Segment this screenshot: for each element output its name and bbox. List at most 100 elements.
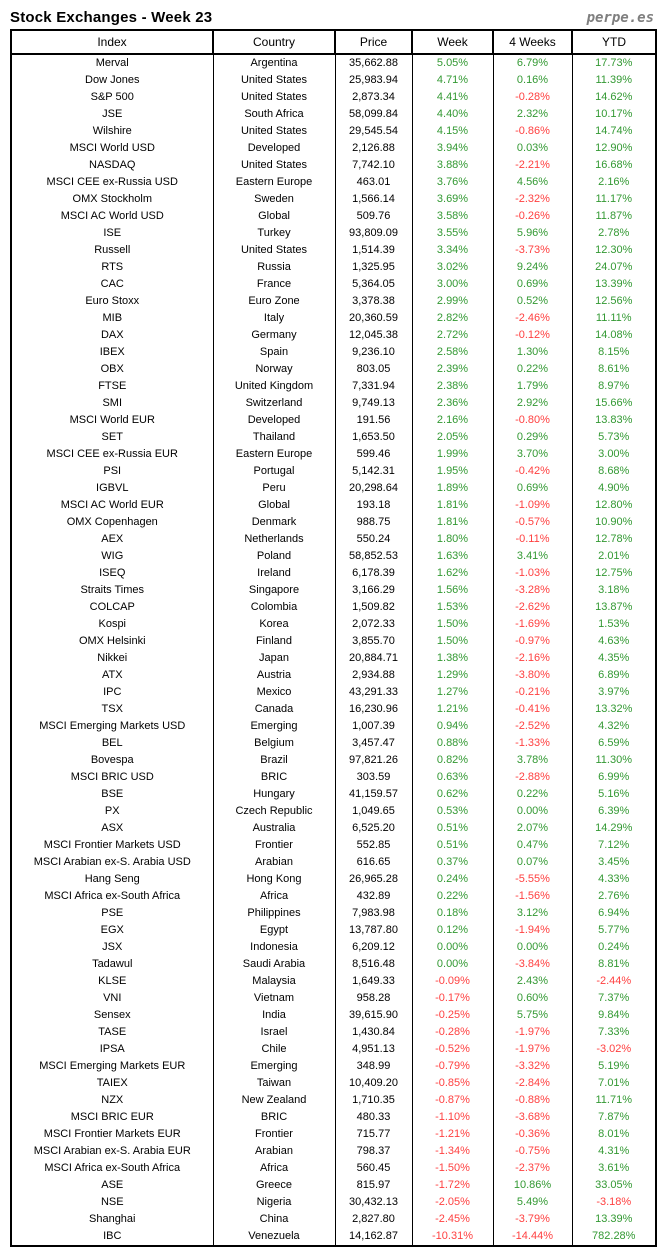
country-cell: Philippines	[212, 905, 336, 922]
four-weeks-cell: 0.03%	[492, 140, 573, 157]
country-cell: Ireland	[212, 565, 336, 582]
four-weeks-cell: 0.22%	[492, 361, 573, 378]
four-weeks-cell: 0.52%	[492, 293, 573, 310]
four-weeks-cell: -1.09%	[492, 497, 573, 514]
country-cell: Developed	[212, 140, 336, 157]
ytd-cell: 12.75%	[571, 565, 657, 582]
price-cell: 8,516.48	[334, 956, 413, 973]
week-cell: 3.58%	[411, 208, 494, 225]
country-cell: Frontier	[212, 837, 336, 854]
four-weeks-cell: -3.84%	[492, 956, 573, 973]
price-cell: 988.75	[334, 514, 413, 531]
index-cell: Bovespa	[10, 752, 214, 769]
four-weeks-cell: 0.00%	[492, 803, 573, 820]
week-cell: -1.50%	[411, 1160, 494, 1177]
table-row: Sensex India 39,615.90 -0.25% 5.75% 9.84%	[10, 1007, 657, 1024]
table-row: OMX Copenhagen Denmark 988.75 1.81% -0.57% 10…	[10, 514, 657, 531]
index-cell: Kospi	[10, 616, 214, 633]
week-cell: 3.02%	[411, 259, 494, 276]
ytd-cell: 782.28%	[571, 1228, 657, 1246]
ytd-cell: 13.87%	[571, 599, 657, 616]
four-weeks-cell: -3.80%	[492, 667, 573, 684]
table-row: WIG Poland 58,852.53 1.63% 3.41% 2.01%	[10, 548, 657, 565]
table-row: MSCI Arabian ex-S. Arabia USD Arabian 616.…	[10, 854, 657, 871]
table-row: MSCI BRIC EUR BRIC 480.33 -1.10% -3.68% 7.87%	[10, 1109, 657, 1126]
topbar: Stock Exchanges - Week 23 perpe.es	[0, 0, 664, 29]
price-cell: 7,983.98	[334, 905, 413, 922]
ytd-cell: 3.00%	[571, 446, 657, 463]
four-weeks-cell: -1.33%	[492, 735, 573, 752]
country-cell: Thailand	[212, 429, 336, 446]
week-cell: 1.63%	[411, 548, 494, 565]
ytd-cell: 7.87%	[571, 1109, 657, 1126]
table-row: BEL Belgium 3,457.47 0.88% -1.33% 6.59%	[10, 735, 657, 752]
country-cell: Spain	[212, 344, 336, 361]
index-cell: BEL	[10, 735, 214, 752]
index-cell: FTSE	[10, 378, 214, 395]
week-cell: 1.38%	[411, 650, 494, 667]
index-cell: IBEX	[10, 344, 214, 361]
price-cell: 432.89	[334, 888, 413, 905]
ytd-cell: 3.45%	[571, 854, 657, 871]
week-cell: 0.51%	[411, 820, 494, 837]
four-weeks-cell: 10.86%	[492, 1177, 573, 1194]
four-weeks-cell: -5.55%	[492, 871, 573, 888]
price-cell: 3,855.70	[334, 633, 413, 650]
price-cell: 560.45	[334, 1160, 413, 1177]
four-weeks-cell: -3.68%	[492, 1109, 573, 1126]
table-row: IBEX Spain 9,236.10 2.58% 1.30% 8.15%	[10, 344, 657, 361]
country-cell: Arabian	[212, 854, 336, 871]
country-cell: Belgium	[212, 735, 336, 752]
week-cell: 0.18%	[411, 905, 494, 922]
ytd-cell: 5.73%	[571, 429, 657, 446]
price-cell: 6,178.39	[334, 565, 413, 582]
week-cell: 1.27%	[411, 684, 494, 701]
ytd-cell: 8.68%	[571, 463, 657, 480]
four-weeks-cell: -2.21%	[492, 157, 573, 174]
price-cell: 798.37	[334, 1143, 413, 1160]
ytd-cell: 12.56%	[571, 293, 657, 310]
country-cell: Eastern Europe	[212, 446, 336, 463]
week-cell: -10.31%	[411, 1228, 494, 1246]
price-cell: 191.56	[334, 412, 413, 429]
ytd-cell: 11.30%	[571, 752, 657, 769]
index-cell: MSCI Frontier Markets EUR	[10, 1126, 214, 1143]
week-cell: 0.22%	[411, 888, 494, 905]
country-cell: Brazil	[212, 752, 336, 769]
index-cell: IGBVL	[10, 480, 214, 497]
index-cell: MSCI AC World EUR	[10, 497, 214, 514]
page-title: Stock Exchanges - Week 23	[10, 9, 213, 26]
four-weeks-cell: 3.12%	[492, 905, 573, 922]
index-cell: MSCI Frontier Markets USD	[10, 837, 214, 854]
index-cell: TSX	[10, 701, 214, 718]
four-weeks-cell: 3.41%	[492, 548, 573, 565]
week-cell: 3.34%	[411, 242, 494, 259]
country-cell: Italy	[212, 310, 336, 327]
country-cell: Austria	[212, 667, 336, 684]
four-weeks-cell: 2.32%	[492, 106, 573, 123]
index-cell: VNI	[10, 990, 214, 1007]
week-cell: 2.16%	[411, 412, 494, 429]
price-cell: 20,298.64	[334, 480, 413, 497]
week-cell: 1.99%	[411, 446, 494, 463]
country-cell: Mexico	[212, 684, 336, 701]
table-row: MSCI Frontier Markets EUR Frontier 715.77-…	[10, 1126, 657, 1143]
price-cell: 552.85	[334, 837, 413, 854]
index-cell: Shanghai	[10, 1211, 214, 1228]
price-cell: 9,236.10	[334, 344, 413, 361]
price-cell: 550.24	[334, 531, 413, 548]
table-row: BSE Hungary 41,159.57 0.62% 0.22% 5.16%	[10, 786, 657, 803]
country-cell: Australia	[212, 820, 336, 837]
week-cell: 0.51%	[411, 837, 494, 854]
country-cell: United States	[212, 123, 336, 140]
week-cell: -2.05%	[411, 1194, 494, 1211]
country-cell: Germany	[212, 327, 336, 344]
index-cell: Merval	[10, 54, 214, 72]
price-cell: 480.33	[334, 1109, 413, 1126]
table-row: SMI Switzerland 9,749.13 2.36% 2.92% 15.66%	[10, 395, 657, 412]
table-row: JSX Indonesia 6,209.12 0.00% 0.00% 0.24%	[10, 939, 657, 956]
table-row: OBX Norway 803.05 2.39% 0.22% 8.61%	[10, 361, 657, 378]
index-cell: MSCI Africa ex-South Africa	[10, 888, 214, 905]
four-weeks-cell: -1.56%	[492, 888, 573, 905]
index-cell: NZX	[10, 1092, 214, 1109]
